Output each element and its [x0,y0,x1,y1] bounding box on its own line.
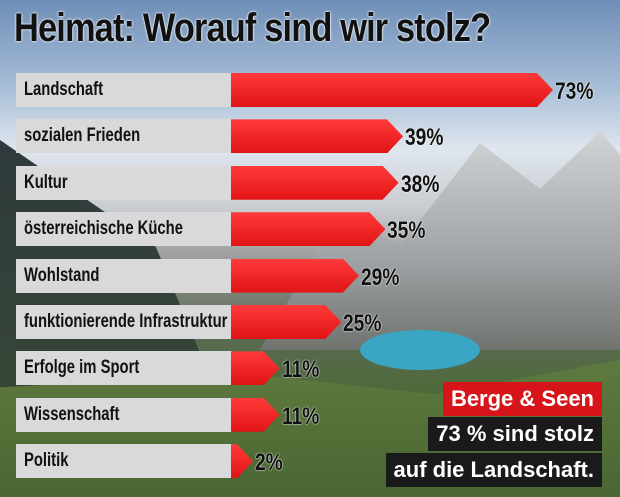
callout-line-2: 73 % sind stolz [428,417,602,451]
category-label: funktionierende Infrastruktur [16,305,232,339]
category-label-text: Wohlstand [24,264,100,286]
category-label: sozialen Frieden [16,119,232,154]
category-label-text: Kultur [24,171,68,193]
category-label: Wohlstand [16,258,232,293]
category-label: Wissenschaft [16,397,232,432]
bar [231,119,403,153]
callout-line-3: auf die Landschaft. [385,453,602,487]
data-label: 29% [360,263,400,291]
data-label: 11% [281,356,319,384]
category-label-text: Politik [24,450,69,472]
data-label: 73% [555,78,594,105]
category-label-text: Erfolge im Sport [24,357,140,379]
bar [231,259,359,293]
bar [231,166,399,200]
lake-background [360,330,480,370]
data-label: 35% [387,217,426,245]
category-label-text: sozialen Frieden [24,125,141,147]
category-label-text: Wissenschaft [24,403,120,425]
data-label: 2% [255,449,283,477]
category-label-text: funktionierende Infrastruktur [24,311,228,332]
category-label-text: Landschaft [24,79,104,100]
category-label: Erfolge im Sport [16,351,232,386]
category-label: österreichische Küche [16,212,232,247]
category-label: Kultur [16,165,232,200]
chart-title: Heimat: Worauf sind wir stolz? [14,6,491,50]
data-label: 39% [405,124,444,152]
category-label: Landschaft [16,73,232,107]
category-label: Politik [16,444,232,479]
data-label: 11% [281,402,319,430]
data-label: 38% [400,170,440,198]
bar [231,305,341,339]
data-label: 25% [343,310,382,337]
callout-headline: Berge & Seen [442,382,602,416]
bar [231,212,385,246]
category-label-text: österreichische Küche [24,218,183,240]
bar [231,73,553,107]
